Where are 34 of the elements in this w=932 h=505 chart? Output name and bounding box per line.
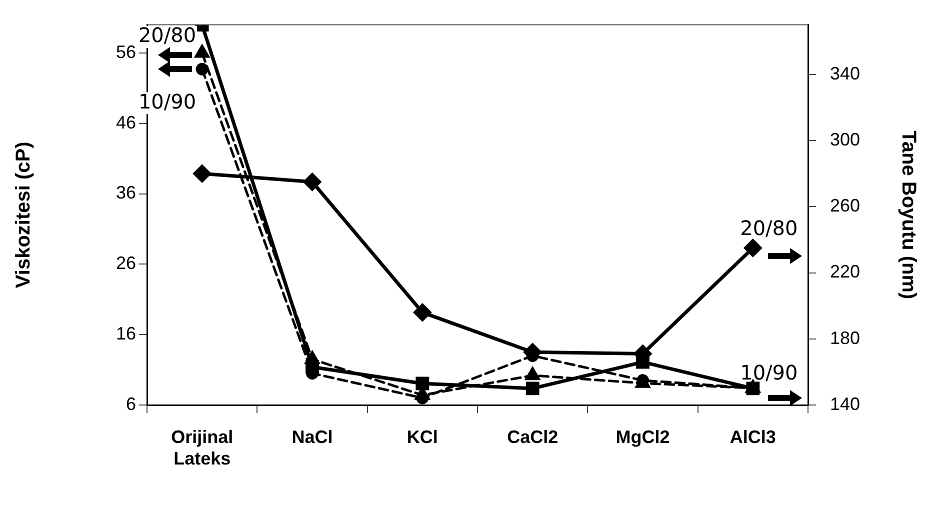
point (414, 304, 432, 322)
point (416, 376, 430, 390)
y-axis-title: Viskozitesi (cP) (12, 142, 35, 288)
y-tick-label: 56 (116, 42, 136, 62)
x-tick-label: KCl (406, 426, 438, 447)
point (304, 350, 320, 364)
y2-tick-label: 220 (830, 262, 860, 282)
y-tick-label: 46 (116, 112, 136, 132)
y-tick-label: 16 (116, 324, 136, 344)
y2-tick-label: 180 (830, 328, 860, 348)
annotation: 10/90 (740, 360, 798, 385)
annotation: 10/90 (138, 89, 196, 114)
y2-tick-label: 260 (830, 196, 860, 216)
y-tick-label: 26 (116, 253, 136, 274)
y-tick-label: 36 (116, 182, 136, 203)
x-tick-label: NaCl (292, 426, 333, 447)
point (304, 173, 321, 191)
y2-tick-label: 300 (830, 129, 860, 150)
annotation: 20/80 (138, 23, 196, 48)
point (526, 382, 540, 396)
x-tick-label: AlCl3 (730, 426, 776, 447)
x-tick-label: CaCl2 (507, 426, 558, 447)
point (744, 239, 762, 257)
x-tick-label: Orijinal Lateks (171, 426, 234, 468)
point (525, 367, 540, 380)
y-tick-label: 6 (126, 394, 136, 414)
annotation: 20/80 (740, 216, 798, 240)
point (193, 164, 211, 182)
y2-tick-label: 140 (830, 394, 860, 414)
point (196, 62, 208, 76)
x-tick-label: MgCl2 (616, 426, 670, 447)
y2-axis-title: Tane Boyutu (nm) (897, 130, 920, 300)
point (194, 44, 210, 58)
y2-tick-label: 340 (830, 63, 860, 84)
